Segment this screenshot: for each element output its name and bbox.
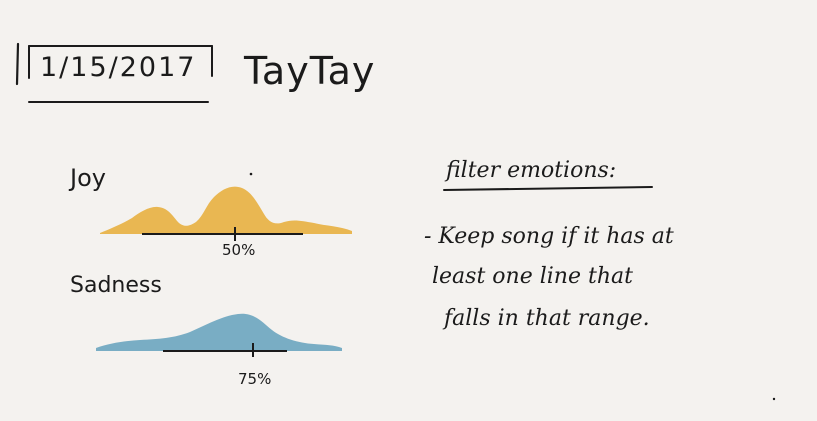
joy-stray-dot	[249, 172, 253, 176]
joy-marker-label: 50%	[222, 241, 255, 259]
sadness-marker-label: 75%	[238, 370, 271, 388]
sadness-label: Sadness	[70, 273, 162, 298]
notes-panel: filter emotions: - Keep song if it has a…	[424, 158, 776, 401]
notes-line-2: least one line that	[432, 264, 633, 289]
stray-dot	[772, 397, 776, 401]
notes-line-1: - Keep song if it has at	[424, 224, 674, 249]
notes-title-underline	[443, 186, 653, 191]
date-box: 1/15/2017	[15, 42, 213, 103]
sadness-distribution: Sadness 75%	[70, 273, 342, 388]
notes-line-3: falls in that range.	[442, 306, 650, 331]
joy-density-area	[100, 186, 352, 234]
date-label: 1/15/2017	[40, 52, 196, 83]
joy-distribution: Joy 50%	[68, 164, 352, 259]
artist-title: TayTay	[243, 49, 375, 93]
notes-title: filter emotions:	[444, 158, 616, 183]
joy-label: Joy	[68, 164, 106, 192]
sadness-density-area	[96, 313, 342, 351]
